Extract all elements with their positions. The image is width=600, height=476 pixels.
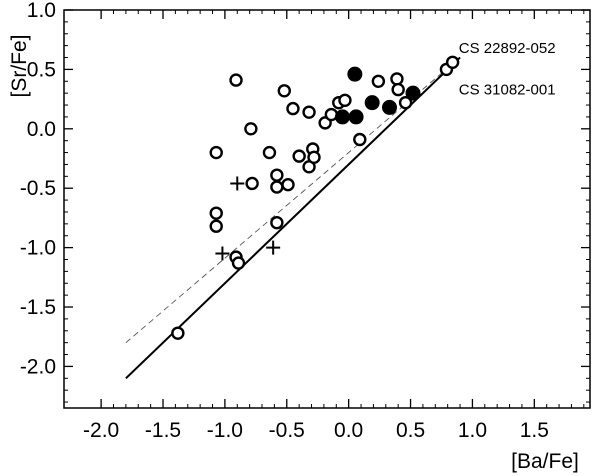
x-tick-label: -2.0 xyxy=(83,419,119,442)
plus-point xyxy=(266,240,281,255)
x-tick-label: -0.5 xyxy=(269,419,305,442)
open-circle-point xyxy=(277,84,292,98)
open-circle-point xyxy=(231,256,246,270)
open-circle-point xyxy=(229,73,243,87)
star-annotations: CS 22892-052 CS 31082-001 xyxy=(459,40,556,99)
x-tick-label: 1.5 xyxy=(520,419,549,442)
open-circle-point xyxy=(307,150,321,165)
open-circle-point xyxy=(338,93,352,107)
plus-point xyxy=(215,246,230,261)
y-tick-label: -1.5 xyxy=(20,296,56,319)
open-circle-point xyxy=(262,145,277,160)
filled-circle-point xyxy=(405,85,421,101)
open-circle-point xyxy=(244,122,258,136)
open-circle-point xyxy=(270,168,284,182)
open-circle-point xyxy=(390,72,404,86)
plus-point xyxy=(230,176,245,191)
y-tick-label: -2.0 xyxy=(20,355,56,378)
open-circle-point xyxy=(245,176,259,191)
x-tick-label: -1.0 xyxy=(207,419,243,442)
filled-circle-point xyxy=(382,99,398,115)
star-label: CS 31082-001 xyxy=(459,81,556,98)
data-points xyxy=(171,55,460,340)
y-axis-label: [Sr/Fe] xyxy=(8,34,31,97)
dashed-reference-line xyxy=(125,57,461,343)
open-circle-point xyxy=(171,326,185,340)
open-circle-point xyxy=(281,177,295,192)
open-circle-point xyxy=(209,145,223,160)
star-label: CS 22892-052 xyxy=(459,40,556,57)
filled-circle-point xyxy=(348,109,364,125)
open-circle-point xyxy=(286,101,300,116)
y-tick-label: 1.0 xyxy=(27,0,56,22)
x-tick-label: 0.5 xyxy=(396,419,425,442)
open-circle-point xyxy=(209,206,223,220)
open-circle-point xyxy=(371,74,386,88)
x-axis-label: [Ba/Fe] xyxy=(511,450,579,473)
y-tick-label: -1.0 xyxy=(20,237,56,260)
x-axis-ticks: -2.0 -1.5 -1.0 -0.5 0.0 0.5 1.0 1.5 xyxy=(83,10,585,442)
open-circle-point xyxy=(302,105,316,119)
solid-reference-line xyxy=(125,56,461,380)
y-tick-label: 0.0 xyxy=(27,118,56,141)
x-tick-label: -1.5 xyxy=(145,419,181,442)
y-tick-label: 0.5 xyxy=(27,58,56,81)
open-circle-point xyxy=(209,219,223,233)
open-circle-point xyxy=(445,55,460,69)
reference-lines xyxy=(125,56,461,380)
y-axis-ticks: 1.0 0.5 0.0 -0.5 -1.0 -1.5 -2.0 xyxy=(20,0,590,403)
open-circle-point xyxy=(391,82,405,97)
open-circle-point xyxy=(270,215,284,230)
x-tick-label: 0.0 xyxy=(334,419,363,442)
filled-circle-point xyxy=(364,95,380,111)
open-circle-point xyxy=(292,149,306,163)
x-tick-label: 1.0 xyxy=(458,419,487,442)
open-circle-point xyxy=(398,95,413,110)
filled-circle-point xyxy=(347,66,363,82)
filled-circle-point xyxy=(334,109,350,125)
plot-frame xyxy=(63,9,591,409)
open-circle-point xyxy=(353,132,367,147)
open-circle-point xyxy=(270,180,284,194)
y-tick-label: -0.5 xyxy=(20,177,56,200)
